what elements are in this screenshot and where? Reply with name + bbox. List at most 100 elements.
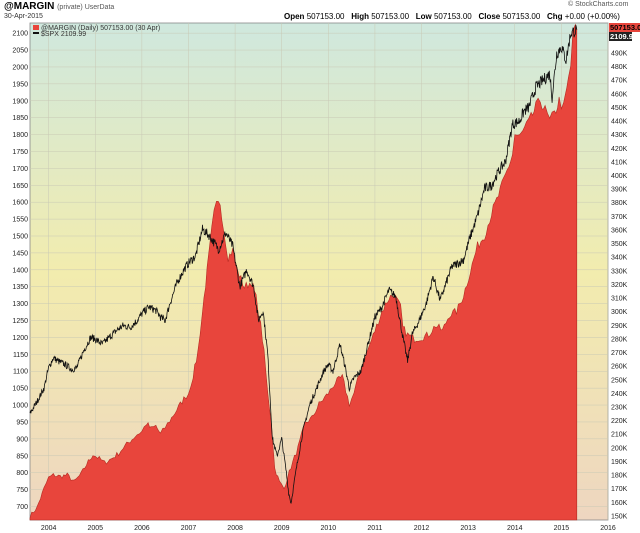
high-value: 507153.00 (371, 12, 410, 21)
legend-spx: $SPX 2109.99 (41, 31, 86, 38)
x-tick-label: 2010 (321, 525, 337, 532)
low-label: Low (415, 12, 432, 21)
spx-last-label-bg (609, 32, 632, 41)
open-label: Open (284, 12, 305, 21)
left-tick-label: 700 (16, 504, 28, 511)
open-value: 507153.00 (306, 12, 345, 21)
right-tick-label: 330K (611, 268, 628, 275)
left-tick-label: 1200 (12, 335, 28, 342)
right-axis: 150K 160K 170K 180K 190K 200K 210K 220K 230K 240K… (611, 50, 628, 520)
right-tick-label: 460K (611, 91, 628, 98)
right-tick-label: 380K (611, 200, 628, 207)
right-tick-label: 300K (611, 309, 628, 316)
x-tick-label: 2004 (41, 525, 57, 532)
left-tick-label: 1000 (12, 403, 28, 410)
legend: @MARGIN (Daily) 507153.00 (30 Apr) $SPX … (33, 25, 160, 38)
right-tick-label: 390K (611, 187, 628, 194)
right-tick-label: 470K (611, 78, 628, 85)
x-tick-label: 2009 (274, 525, 290, 532)
right-tick-label: 310K (611, 296, 628, 303)
x-tick-label: 2012 (414, 525, 430, 532)
left-tick-label: 1300 (12, 301, 28, 308)
left-tick-label: 750 (16, 487, 28, 494)
left-tick-label: 2050 (12, 48, 28, 55)
right-tick-label: 200K (611, 445, 628, 452)
right-tick-label: 360K (611, 227, 628, 234)
left-tick-label: 1100 (13, 369, 28, 376)
right-tick-label: 370K (611, 214, 628, 221)
right-tick-label: 160K (611, 500, 628, 507)
x-tick-label: 2011 (367, 525, 382, 532)
left-tick-label: 1500 (12, 234, 28, 241)
stockcharts-credit: © StockCharts.com (568, 1, 629, 8)
chart-date: 30-Apr-2015 (4, 13, 43, 20)
right-tick-label: 490K (611, 50, 628, 57)
right-tick-label: 450K (611, 105, 628, 112)
left-tick-label: 1700 (12, 166, 28, 173)
right-tick-label: 340K (611, 255, 628, 262)
left-tick-label: 1150 (13, 352, 28, 359)
legend-margin: @MARGIN (Daily) 507153.00 (30 Apr) (41, 25, 160, 32)
left-tick-label: 1400 (12, 267, 28, 274)
left-tick-label: 1050 (12, 386, 28, 393)
left-tick-label: 850 (16, 453, 28, 460)
x-axis: 2004 2005 2006 2007 2008 2009 2010 2011 2012 2013… (41, 525, 616, 532)
right-tick-label: 480K (611, 64, 628, 71)
right-tick-label: 210K (611, 432, 628, 439)
right-tick-label: 280K (611, 336, 628, 343)
chart-symbol-sub: (private) UserData (57, 4, 115, 11)
left-tick-label: 1550 (12, 217, 28, 224)
x-tick-label: 2014 (507, 525, 523, 532)
right-tick-label: 230K (611, 404, 628, 411)
margin-series (29, 23, 578, 521)
right-tick-label: 400K (611, 173, 628, 180)
right-tick-label: 250K (611, 377, 628, 384)
left-tick-label: 1950 (12, 81, 28, 88)
left-tick-label: 1900 (12, 98, 28, 105)
legend-swatch-spx (33, 32, 39, 34)
left-tick-label: 2100 (12, 31, 28, 38)
right-tick-label: 270K (611, 350, 628, 357)
margin-last-label: 507153.0 (610, 23, 640, 32)
x-tick-label: 2006 (134, 525, 150, 532)
x-tick-label: 2007 (181, 525, 197, 532)
left-axis: 700 750 800 850 900 950 1000 1050 1100 1150 1200 12… (12, 31, 28, 511)
left-tick-label: 1450 (12, 250, 28, 257)
left-tick-label: 800 (16, 470, 28, 477)
left-tick-label: 1650 (12, 183, 28, 190)
left-tick-label: 900 (16, 436, 28, 443)
close-value: 507153.00 (502, 12, 541, 21)
last-value-labels: 507153.0 2109.99 (609, 23, 640, 41)
right-tick-label: 290K (611, 323, 628, 330)
spx-last-label: 2109.99 (610, 32, 637, 41)
right-tick-label: 170K (611, 486, 628, 493)
legend-swatch-margin (33, 25, 39, 30)
left-tick-label: 1850 (12, 115, 28, 122)
x-tick-label: 2013 (460, 525, 476, 532)
chg-value: +0.00 (+0.00%) (564, 12, 620, 21)
spx-line-path (29, 24, 578, 504)
right-tick-label: 150K (611, 513, 628, 520)
right-tick-label: 440K (611, 119, 628, 126)
right-tick-label: 240K (611, 391, 628, 398)
right-tick-label: 220K (611, 418, 628, 425)
close-label: Close (478, 12, 501, 21)
low-value: 507153.00 (433, 12, 472, 21)
x-tick-label: 2015 (554, 525, 570, 532)
x-tick-label: 2016 (600, 525, 616, 532)
x-tick-label: 2005 (87, 525, 103, 532)
x-tick-label: 2008 (227, 525, 243, 532)
high-label: High (351, 12, 369, 21)
chart-symbol: @MARGIN (4, 1, 55, 12)
ohlc-readout: Open 507153.00 High 507153.00 Low 507153… (284, 12, 620, 21)
right-tick-label: 320K (611, 282, 628, 289)
left-tick-label: 950 (16, 419, 28, 426)
spx-series (29, 24, 578, 504)
left-tick-label: 1350 (12, 284, 28, 291)
right-tick-label: 420K (611, 146, 628, 153)
margin-area-path (29, 23, 578, 521)
chg-label: Chg (546, 12, 563, 21)
right-tick-label: 410K (611, 159, 628, 166)
right-tick-label: 260K (611, 364, 628, 371)
